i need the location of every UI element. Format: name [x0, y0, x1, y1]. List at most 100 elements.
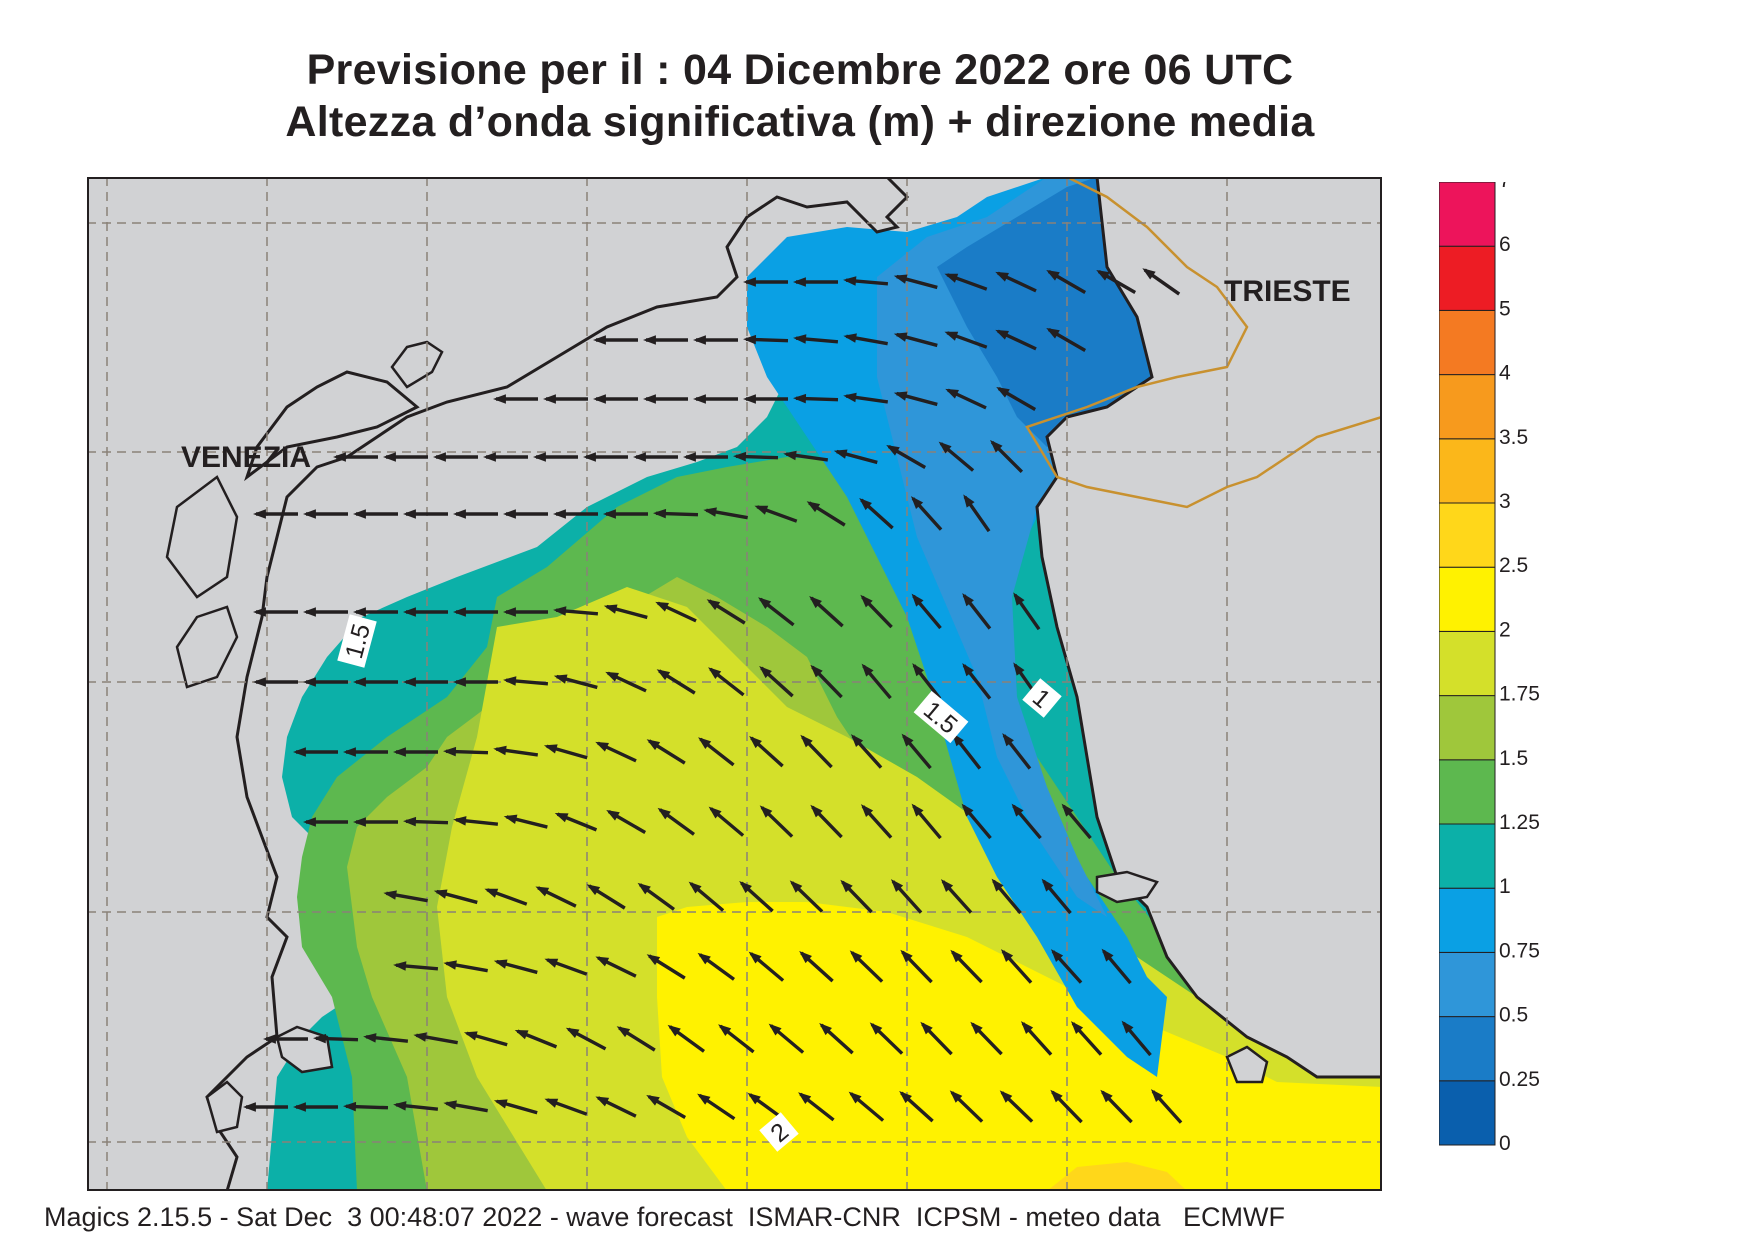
direction-arrow-head	[840, 879, 853, 893]
direction-arrow-head	[553, 606, 567, 616]
direction-arrow-head	[809, 595, 822, 609]
direction-arrow-head	[543, 394, 556, 404]
footer-credits: Magics 2.15.5 - Sat Dec 3 00:48:07 2022 …	[44, 1202, 1285, 1232]
direction-arrow-head	[886, 445, 900, 456]
direction-arrow-head	[544, 1098, 559, 1108]
land-island-4	[205, 1080, 244, 1134]
direction-arrow-head	[656, 669, 671, 681]
direction-arrow-head	[646, 739, 661, 751]
direction-arrow-head	[503, 814, 518, 824]
direction-arrow-head	[343, 1101, 357, 1112]
direction-arrow-head	[667, 1024, 681, 1037]
direction-arrow-head	[697, 1093, 711, 1105]
direction-arrow-head	[911, 593, 924, 607]
direction-arrow-head	[544, 958, 559, 968]
direction-arrow-head	[443, 960, 457, 970]
direction-arrow-head	[543, 744, 558, 754]
direction-arrow-head	[945, 388, 959, 399]
variable-title: Altezza d’onda significativa (m) + direz…	[285, 98, 1315, 146]
legend-tick-label: 1.25	[1499, 811, 1540, 834]
direction-arrow-head	[303, 607, 316, 617]
direction-arrow-head	[1050, 949, 1064, 962]
direction-arrow-head	[901, 733, 914, 747]
legend-swatch	[1439, 1080, 1496, 1146]
direction-arrow-head	[403, 509, 416, 519]
legend-swatch	[1439, 887, 1496, 953]
direction-arrow-head	[553, 509, 566, 519]
direction-arrow-head	[961, 803, 974, 817]
direction-arrow-head	[806, 501, 821, 513]
direction-arrow-head	[890, 879, 904, 892]
land-lagoon-west	[165, 475, 239, 599]
legend-tick-label: 5	[1499, 297, 1511, 320]
direction-arrow-head	[443, 746, 457, 757]
direction-arrow-head	[303, 677, 316, 687]
land-island-2	[175, 605, 239, 689]
contour-label-2: 2	[759, 1112, 799, 1152]
direction-arrow-head	[693, 394, 706, 404]
land-venice-lagoon	[244, 370, 420, 482]
legend-swatch	[1439, 1016, 1496, 1082]
direction-arrow-head	[493, 959, 508, 969]
direction-arrow-head	[1011, 803, 1024, 817]
direction-arrow-head	[263, 1034, 276, 1044]
legend-tick-label: 0	[1499, 1132, 1511, 1152]
direction-arrow-head	[483, 452, 496, 462]
direction-arrow-head	[533, 452, 546, 462]
land-east-islet	[1095, 870, 1159, 904]
direction-arrow-head	[911, 803, 924, 817]
direction-arrow-head	[900, 949, 913, 963]
direction-arrow-head	[343, 747, 356, 757]
direction-arrow-head	[940, 879, 954, 892]
direction-arrow-head	[353, 817, 366, 827]
direction-arrow-head	[253, 509, 266, 519]
direction-arrow-head	[393, 961, 407, 971]
legend-tick-label: 4	[1499, 362, 1511, 385]
sea-region-2-2.5	[657, 902, 1382, 1191]
direction-arrow-head	[758, 597, 772, 609]
legend-tick-label: 0.5	[1499, 1004, 1528, 1027]
direction-arrow-head	[453, 816, 467, 826]
direction-arrow-head	[999, 1090, 1013, 1103]
direction-arrow-head	[1020, 1021, 1034, 1034]
direction-arrow-head	[860, 594, 873, 608]
direction-arrow-head	[697, 952, 711, 965]
direction-arrow-head	[996, 387, 1010, 398]
direction-arrow-head	[703, 507, 717, 517]
mean-direction-arrows	[243, 268, 1183, 1124]
direction-arrow-head	[893, 391, 908, 401]
direction-arrow-head	[850, 734, 864, 747]
direction-arrow-head	[1050, 1089, 1063, 1103]
direction-arrow-head	[749, 735, 762, 749]
direction-arrow-head	[743, 277, 756, 287]
direction-arrow-head	[1000, 949, 1014, 962]
direction-arrow-head	[693, 335, 706, 345]
direction-arrow-head	[1041, 878, 1054, 892]
wave-height-map: VENEZIA TRIESTE 1.5 1.5 1 2	[87, 177, 1382, 1191]
direction-arrow-head	[503, 607, 516, 617]
direction-arrow-head	[1101, 948, 1114, 962]
direction-arrow-head	[1046, 270, 1060, 281]
direction-arrow-head	[733, 451, 747, 462]
direction-arrow-head	[403, 816, 417, 827]
direction-arrow-head	[848, 1091, 862, 1104]
direction-arrow-head	[962, 593, 974, 607]
legend-swatch	[1439, 245, 1496, 311]
direction-arrow-head	[313, 1033, 327, 1044]
direction-arrow-head	[606, 810, 620, 821]
direction-arrow-head	[565, 1027, 580, 1039]
direction-arrow-head	[393, 747, 406, 757]
lat-lon-grid	[87, 177, 1382, 1191]
direction-arrow-head	[463, 1031, 478, 1041]
national-border	[1025, 177, 1382, 509]
direction-arrow-head	[253, 607, 266, 617]
direction-arrow-head	[1013, 662, 1025, 676]
direction-arrow-head	[383, 452, 396, 462]
direction-arrow-head	[799, 950, 812, 964]
direction-arrow-head	[793, 393, 807, 404]
direction-arrow-head	[991, 878, 1004, 892]
direction-arrow-head	[1096, 270, 1110, 281]
legend-swatch	[1439, 182, 1496, 247]
legend-swatch	[1439, 951, 1496, 1018]
direction-arrow-head	[503, 509, 516, 519]
